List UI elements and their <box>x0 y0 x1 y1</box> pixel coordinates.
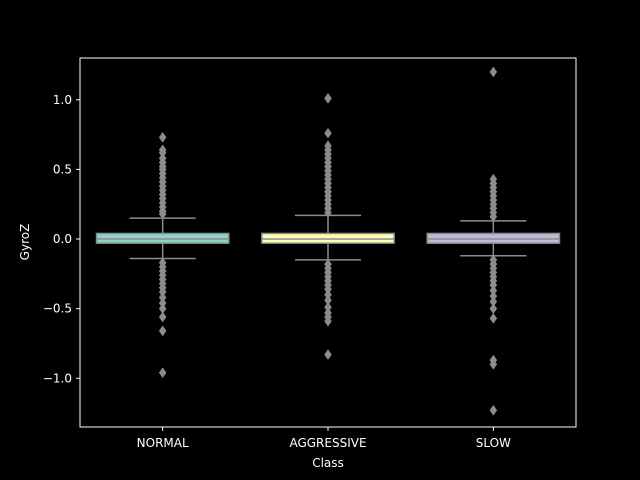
outlier-point <box>489 404 498 416</box>
y-tick-label: 1.0 <box>53 93 72 107</box>
outlier-point <box>489 211 498 223</box>
x-axis-label: Class <box>312 456 344 470</box>
box-slow <box>426 66 561 416</box>
outlier-point <box>158 367 167 379</box>
outlier-point <box>489 66 498 78</box>
outlier-point <box>324 92 332 104</box>
plot-content <box>95 66 561 416</box>
outlier-point <box>158 311 167 323</box>
outlier-point <box>324 349 332 361</box>
outlier-point <box>158 131 167 143</box>
y-tick-label: −1.0 <box>43 371 72 385</box>
outlier-point <box>324 315 332 327</box>
y-tick-label: 0.0 <box>53 232 72 246</box>
outlier-point <box>158 208 167 220</box>
outlier-point <box>489 312 498 324</box>
x-tick-label: SLOW <box>476 436 511 450</box>
outlier-point <box>158 325 167 337</box>
x-axis: NORMAL AGGRESSIVE SLOW <box>137 427 511 450</box>
y-tick-label: −0.5 <box>43 302 72 316</box>
outlier-point <box>489 358 498 370</box>
x-tick-label: AGGRESSIVE <box>289 436 366 450</box>
outlier-point <box>324 207 332 218</box>
y-tick-label: 0.5 <box>53 162 72 176</box>
y-axis: −1.0 −0.5 0.0 0.5 1.0 <box>43 93 80 385</box>
box-aggressive <box>261 92 395 361</box>
box-normal <box>95 131 230 379</box>
outlier-point <box>324 127 332 139</box>
y-axis-label: GyroZ <box>18 224 32 261</box>
x-tick-label: NORMAL <box>137 436 189 450</box>
